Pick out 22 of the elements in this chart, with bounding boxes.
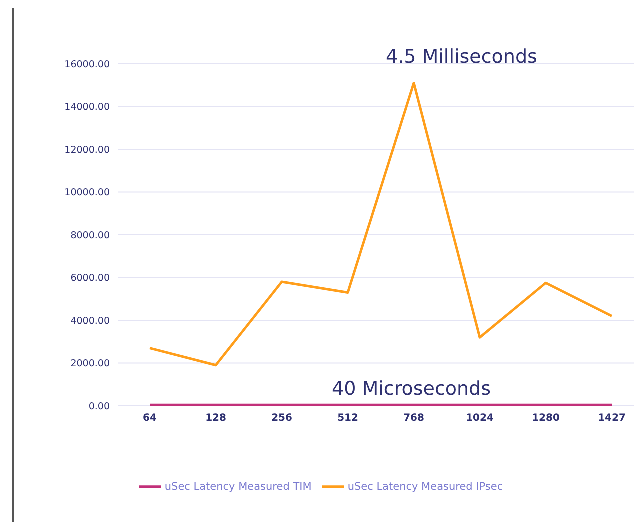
y-tick-label: 4000.00: [70, 316, 110, 327]
y-tick-label: 0.00: [88, 401, 110, 412]
y-tick-label: 6000.00: [70, 273, 110, 284]
x-tick-label: 128: [206, 413, 226, 424]
x-tick-label: 1280: [532, 413, 560, 424]
x-tick-label: 64: [143, 413, 157, 424]
y-tick-label: 10000.00: [64, 188, 110, 199]
x-tick-label: 1024: [466, 413, 494, 424]
legend-label: uSec Latency Measured TIM: [164, 480, 312, 493]
y-tick-label: 14000.00: [64, 102, 110, 114]
y-tick-label: 16000.00: [64, 59, 110, 70]
y-tick-label: 2000.00: [70, 358, 110, 370]
x-tick-label: 512: [338, 413, 358, 424]
y-tick-label: 8000.00: [70, 230, 110, 242]
x-tick-label: 768: [404, 413, 424, 424]
annotation: 4.5 Milliseconds: [386, 46, 538, 68]
x-tick-label: 256: [272, 413, 292, 424]
y-tick-label: 12000.00: [64, 144, 110, 156]
x-tick-label: 1427: [598, 413, 626, 424]
legend-label: uSec Latency Measured IPsec: [348, 480, 504, 493]
annotation: 40 Microseconds: [332, 378, 492, 400]
line-series: [148, 82, 614, 367]
